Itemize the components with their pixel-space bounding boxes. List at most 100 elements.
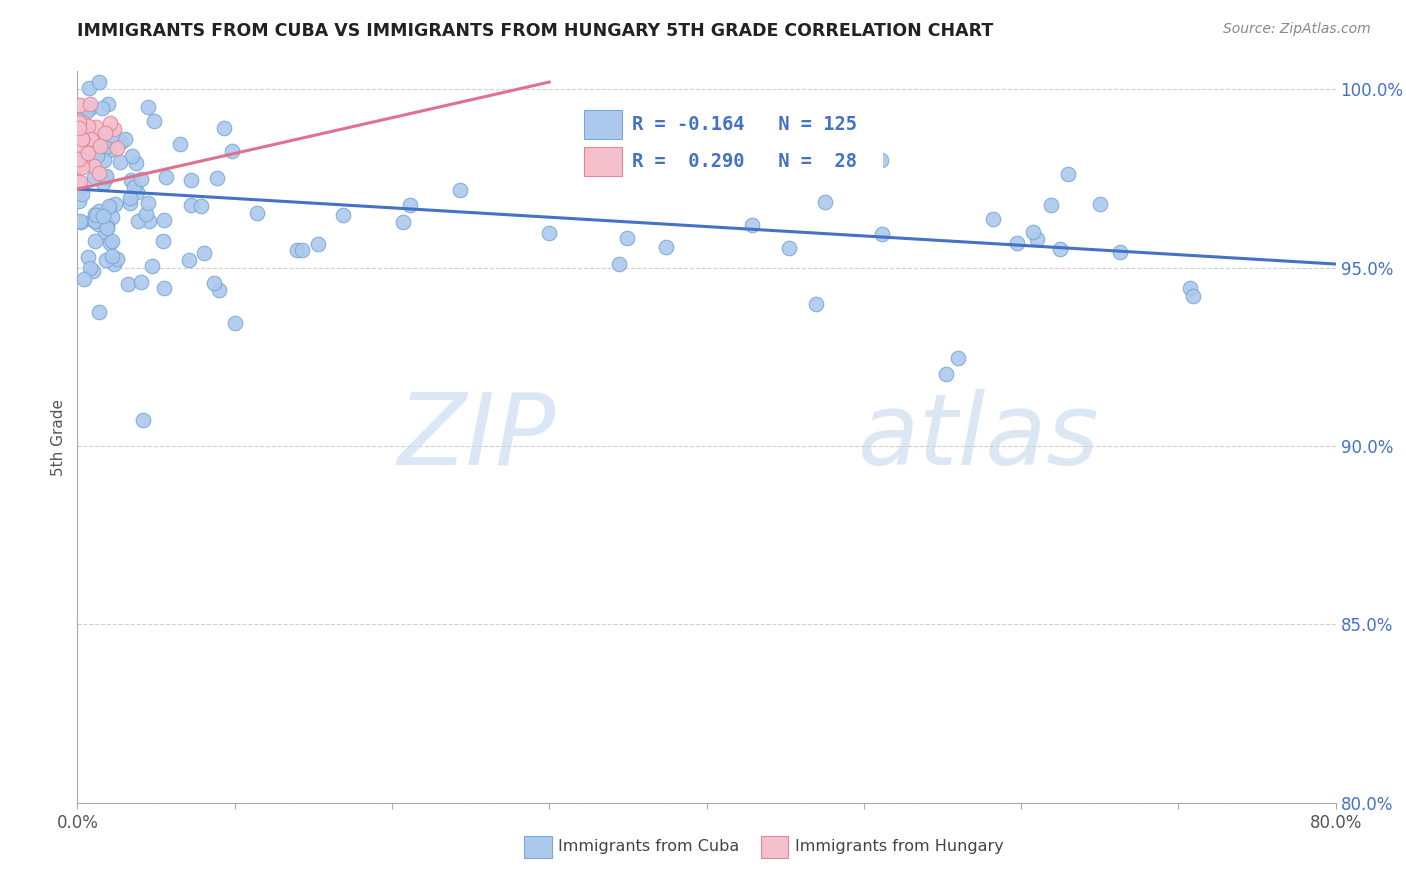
Point: [98, 236, 121, 251]
Point: [77, 250, 100, 264]
Point: [107, 252, 129, 266]
Point: [193, 246, 215, 260]
Point: [93, 153, 115, 167]
Point: [190, 198, 212, 212]
Point: [96, 140, 118, 154]
Point: [127, 186, 149, 200]
FancyBboxPatch shape: [585, 146, 623, 176]
Point: [935, 367, 957, 381]
Point: [73, 121, 96, 136]
Point: [67, 113, 90, 128]
Point: [180, 198, 202, 212]
Point: [87, 305, 110, 319]
Point: [169, 136, 191, 151]
Point: [72, 132, 94, 146]
Point: [76, 119, 98, 133]
Point: [224, 317, 246, 331]
Point: [307, 237, 329, 252]
Point: [97, 199, 120, 213]
Point: [332, 208, 354, 222]
Point: [67, 194, 90, 208]
Point: [538, 226, 561, 240]
Point: [179, 172, 201, 186]
Point: [73, 116, 96, 130]
Text: atlas: atlas: [858, 389, 1099, 485]
Point: [806, 297, 828, 311]
FancyBboxPatch shape: [575, 101, 883, 185]
Point: [205, 171, 228, 186]
Point: [73, 271, 96, 285]
Point: [94, 170, 117, 185]
Point: [69, 213, 91, 227]
Text: Source: ZipAtlas.com: Source: ZipAtlas.com: [1223, 22, 1371, 37]
Point: [70, 153, 93, 167]
Point: [75, 146, 97, 161]
Point: [83, 132, 105, 146]
Point: [91, 209, 114, 223]
Point: [87, 166, 110, 180]
Point: [153, 281, 176, 295]
Point: [1007, 235, 1029, 250]
Point: [80, 157, 103, 171]
Point: [124, 155, 146, 169]
Point: [96, 169, 118, 184]
Point: [155, 170, 177, 185]
Point: [96, 220, 118, 235]
Point: [69, 98, 91, 112]
Point: [122, 180, 145, 194]
Point: [91, 101, 114, 115]
Point: [94, 126, 117, 140]
Point: [138, 100, 160, 114]
Point: [391, 215, 413, 229]
Point: [89, 138, 111, 153]
Point: [607, 257, 630, 271]
Point: [129, 275, 152, 289]
Point: [136, 196, 159, 211]
FancyBboxPatch shape: [585, 110, 623, 139]
Point: [1088, 197, 1111, 211]
Point: [93, 225, 115, 239]
Point: [153, 213, 176, 227]
Point: [141, 259, 163, 273]
Point: [108, 154, 131, 169]
Point: [94, 253, 117, 268]
Point: [1178, 281, 1201, 295]
Point: [97, 96, 120, 111]
Point: [84, 208, 107, 222]
Point: [91, 177, 114, 191]
Point: [98, 115, 121, 129]
Point: [98, 201, 121, 215]
Point: [89, 75, 111, 89]
Point: [83, 214, 105, 228]
Point: [669, 132, 692, 146]
Point: [398, 198, 420, 212]
Point: [983, 211, 1005, 226]
Point: [120, 190, 142, 204]
Point: [77, 145, 100, 160]
Text: Immigrants from Hungary: Immigrants from Hungary: [794, 839, 1004, 855]
Point: [104, 196, 127, 211]
Point: [70, 187, 93, 202]
Point: [96, 217, 118, 231]
Point: [870, 227, 893, 241]
Text: ZIP: ZIP: [398, 389, 555, 485]
Point: [79, 101, 101, 115]
Point: [67, 120, 90, 135]
Point: [77, 142, 100, 156]
Point: [212, 121, 235, 136]
Point: [70, 180, 93, 194]
Point: [70, 160, 93, 174]
Point: [80, 132, 103, 146]
Point: [1026, 232, 1049, 246]
Point: [1057, 167, 1080, 181]
Point: [89, 203, 111, 218]
Point: [103, 257, 125, 271]
Point: [208, 283, 231, 297]
Point: [73, 129, 96, 144]
Point: [86, 120, 108, 135]
FancyBboxPatch shape: [524, 836, 551, 858]
Point: [138, 214, 160, 228]
Point: [1039, 198, 1062, 212]
Point: [114, 132, 136, 146]
Text: IMMIGRANTS FROM CUBA VS IMMIGRANTS FROM HUNGARY 5TH GRADE CORRELATION CHART: IMMIGRANTS FROM CUBA VS IMMIGRANTS FROM …: [77, 22, 994, 40]
